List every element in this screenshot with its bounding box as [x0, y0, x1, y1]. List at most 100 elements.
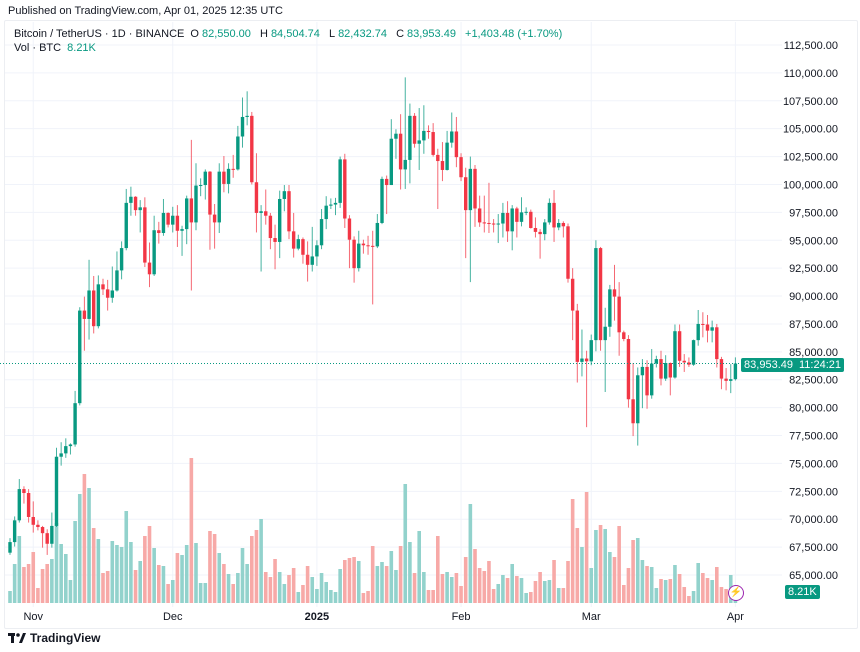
- volume-bar: [659, 579, 663, 603]
- volume-bar: [8, 591, 12, 603]
- candle-body: [268, 215, 273, 239]
- candle-body: [203, 171, 207, 186]
- volume-bar: [538, 572, 542, 603]
- candle-body: [175, 215, 180, 231]
- y-tick-label: 87,500.00: [789, 319, 838, 331]
- candle-body: [87, 290, 91, 319]
- y-tick-label: 65,000.00: [789, 570, 838, 582]
- candle-body: [598, 248, 603, 341]
- candle-body: [31, 516, 35, 525]
- candle-body: [343, 159, 347, 219]
- candle-body: [212, 214, 217, 223]
- volume-bar: [115, 545, 119, 603]
- volume-bar: [157, 565, 161, 603]
- volume-value: 8.21K: [67, 42, 96, 54]
- candle-body: [394, 133, 398, 139]
- candle-body: [673, 331, 677, 378]
- volume-bar: [612, 557, 617, 603]
- volume-bar: [96, 539, 101, 603]
- volume-bar: [673, 565, 677, 603]
- volume-bar: [677, 574, 682, 603]
- volume-bar: [273, 559, 277, 603]
- candle-body: [333, 202, 338, 205]
- candle-body: [161, 212, 166, 234]
- symbol-name[interactable]: Bitcoin / TetherUS · 1D · BINANCE: [14, 28, 185, 40]
- candle-body: [524, 211, 528, 213]
- candle-body: [166, 212, 170, 225]
- y-tick-label: 80,000.00: [789, 403, 838, 415]
- y-tick-label: 77,500.00: [789, 431, 838, 443]
- candle-body: [454, 131, 459, 158]
- candle-body: [231, 168, 235, 170]
- volume-bar: [212, 534, 217, 603]
- volume-bar: [422, 572, 426, 603]
- candle-body: [319, 219, 324, 246]
- candle-body: [389, 138, 393, 186]
- candle-body: [691, 340, 696, 365]
- volume-legend-row[interactable]: Vol · BTC 8.21K: [14, 41, 565, 55]
- y-tick-label: 110,000.00: [784, 68, 838, 80]
- volume-bar: [445, 572, 449, 603]
- candle-body: [124, 202, 128, 249]
- volume-bar: [380, 562, 384, 603]
- candle-body: [464, 177, 468, 211]
- candle-body: [384, 178, 389, 186]
- price-axis: 112,500.00 110,000.00 107,500.00 105,000.00…: [783, 40, 838, 582]
- candle-body: [278, 198, 282, 242]
- volume-bar: [36, 588, 40, 603]
- candle-body: [547, 202, 552, 223]
- candle-body: [68, 444, 73, 447]
- candle-body: [50, 525, 54, 544]
- time-axis: Nov Dec 2025 Feb Mar Apr: [23, 611, 744, 623]
- volume-bar: [361, 593, 366, 603]
- volume-bar: [250, 536, 254, 603]
- candle-body: [329, 204, 333, 206]
- volume-bar: [329, 590, 333, 603]
- high-label: H: [259, 28, 268, 40]
- ohlc-legend-row[interactable]: Bitcoin / TetherUS · 1D · BINANCE O 82,55…: [14, 27, 565, 41]
- volume-bar: [82, 474, 87, 603]
- volume-bar: [473, 549, 477, 603]
- candle-body: [82, 310, 87, 319]
- volume-bar: [626, 568, 631, 603]
- volume-bar: [319, 573, 324, 603]
- candle-body: [715, 327, 719, 360]
- volume-bar: [719, 587, 724, 603]
- volume-bar: [370, 546, 375, 603]
- candle-body: [663, 363, 668, 379]
- y-tick-label: 67,500.00: [789, 542, 838, 554]
- high-value: 84,504.74: [270, 28, 320, 40]
- volume-bar: [333, 592, 338, 603]
- volume-bar: [524, 593, 528, 603]
- candle-body: [226, 168, 231, 184]
- volume-bar: [412, 573, 417, 603]
- volume-bar: [552, 560, 556, 603]
- logo-text: TradingView: [30, 631, 101, 645]
- candle-body: [584, 358, 589, 362]
- candle-body: [59, 453, 63, 457]
- candle-body: [445, 142, 449, 170]
- candle-body: [305, 254, 310, 265]
- x-tick-label: Mar: [582, 611, 601, 623]
- candle-body: [22, 489, 26, 493]
- candle-body: [143, 207, 147, 263]
- tradingview-logo[interactable]: TradingView: [8, 631, 100, 645]
- gridlines: [5, 22, 782, 607]
- candle-body: [338, 159, 342, 203]
- candle-body: [412, 115, 417, 144]
- volume-bar: [203, 583, 208, 603]
- candle-body: [724, 378, 728, 381]
- candle-body: [729, 379, 733, 381]
- volume-bar: [519, 578, 524, 603]
- volume-bar: [431, 590, 435, 603]
- candle-body: [496, 223, 500, 225]
- volume-bar: [296, 592, 301, 603]
- volume-bar: [529, 592, 533, 603]
- candle-body: [171, 215, 175, 225]
- y-tick-label: 90,000.00: [789, 291, 838, 303]
- lightning-icon[interactable]: ⚡: [728, 585, 744, 601]
- volume-bar: [184, 545, 189, 603]
- candle-body: [208, 171, 212, 215]
- volume-bar: [301, 585, 305, 603]
